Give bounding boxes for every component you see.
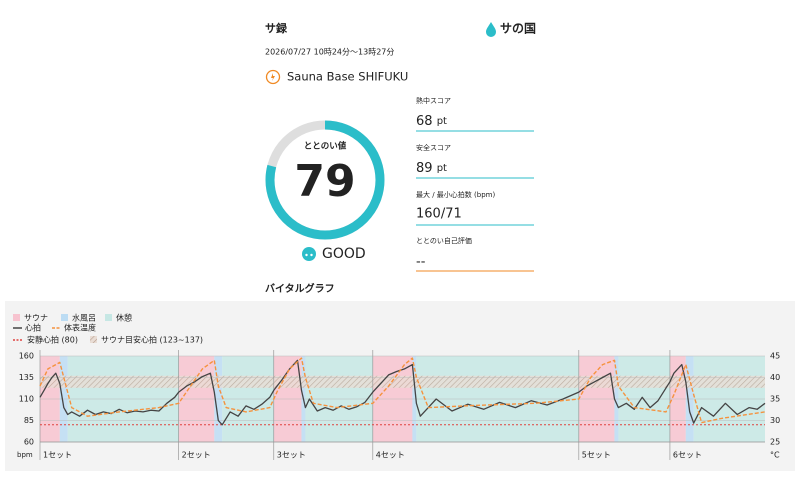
- y2-tick-label: 30: [770, 416, 780, 425]
- legend-label: サウナ目安心拍 (123~137): [101, 335, 203, 345]
- y-unit: bpm: [17, 451, 33, 459]
- metric-value: 68 pt: [416, 114, 447, 129]
- facility: Sauna Base SHIFUKU: [287, 70, 408, 84]
- y2-tick-label: 35: [770, 395, 780, 404]
- y-tick-label: 135: [19, 373, 34, 382]
- rating-icon-eye: [305, 253, 308, 257]
- y2-tick-label: 25: [770, 438, 780, 447]
- metric-label: ととのい自己評価: [416, 236, 472, 245]
- app-title: サ録: [265, 21, 288, 35]
- metric-label: 安全スコア: [416, 143, 451, 152]
- chart: 60 85 110 135 160 25 30 35 40 45 bpm °C 1セット 2セット 3セット…: [13, 313, 780, 460]
- score-value: 79: [294, 156, 355, 207]
- set-label: 1セット: [43, 451, 72, 460]
- legend-label: 水風呂: [72, 313, 96, 323]
- series-line: [39, 359, 766, 426]
- legend-label: 安静心拍 (80): [27, 335, 78, 345]
- score-label: ととのい値: [304, 141, 347, 152]
- metric-number: 68: [416, 114, 433, 129]
- metric-unit: pt: [437, 116, 447, 127]
- legend-swatch: [90, 336, 97, 343]
- location-icon-bolt: [271, 73, 275, 81]
- metric-value: --: [416, 255, 426, 270]
- location-icon: [265, 69, 281, 85]
- y-tick-label: 110: [19, 395, 34, 404]
- metric-unit: pt: [437, 163, 447, 174]
- set-label: 2セット: [182, 451, 211, 460]
- series-line: [39, 357, 766, 424]
- rating-icon-eye: [310, 253, 313, 257]
- legend-label: サウナ: [24, 314, 48, 323]
- metric-label: 熱中スコア: [416, 96, 451, 105]
- y2-tick-label: 45: [770, 352, 780, 361]
- y-tick-label: 60: [24, 438, 34, 447]
- legend-swatch: [61, 314, 68, 321]
- metric-value: 160/71: [416, 207, 462, 222]
- y-tick-label: 85: [24, 416, 34, 425]
- legend-label: 体表温度: [64, 323, 96, 333]
- metric-label: 最大 / 最小心拍数 (bpm): [416, 190, 495, 199]
- set-label: 5セット: [582, 451, 611, 460]
- metric-number: 89: [416, 161, 433, 176]
- gauge-arc: [265, 120, 385, 240]
- y2-tick-label: 40: [770, 373, 780, 382]
- target-band: [40, 375, 765, 388]
- legend-swatch: [13, 314, 20, 321]
- set-label: 3セット: [277, 451, 306, 460]
- brand: サの国: [500, 22, 536, 36]
- brand-icon: [486, 22, 496, 37]
- session-date: 2026/07/27 10時24分〜13時27分: [265, 48, 394, 57]
- legend-label: 心拍: [25, 323, 41, 333]
- set-label: 6セット: [673, 451, 702, 460]
- rating-icon: [302, 247, 316, 261]
- rating: GOOD: [322, 246, 366, 262]
- metric-value: 89 pt: [416, 161, 447, 176]
- legend-label: 休憩: [116, 313, 132, 323]
- legend-swatch: [105, 314, 112, 321]
- y-tick-label: 160: [19, 352, 34, 361]
- y2-unit: °C: [770, 451, 780, 460]
- set-label: 4セット: [376, 451, 405, 460]
- chart-title: バイタルグラフ: [265, 282, 335, 295]
